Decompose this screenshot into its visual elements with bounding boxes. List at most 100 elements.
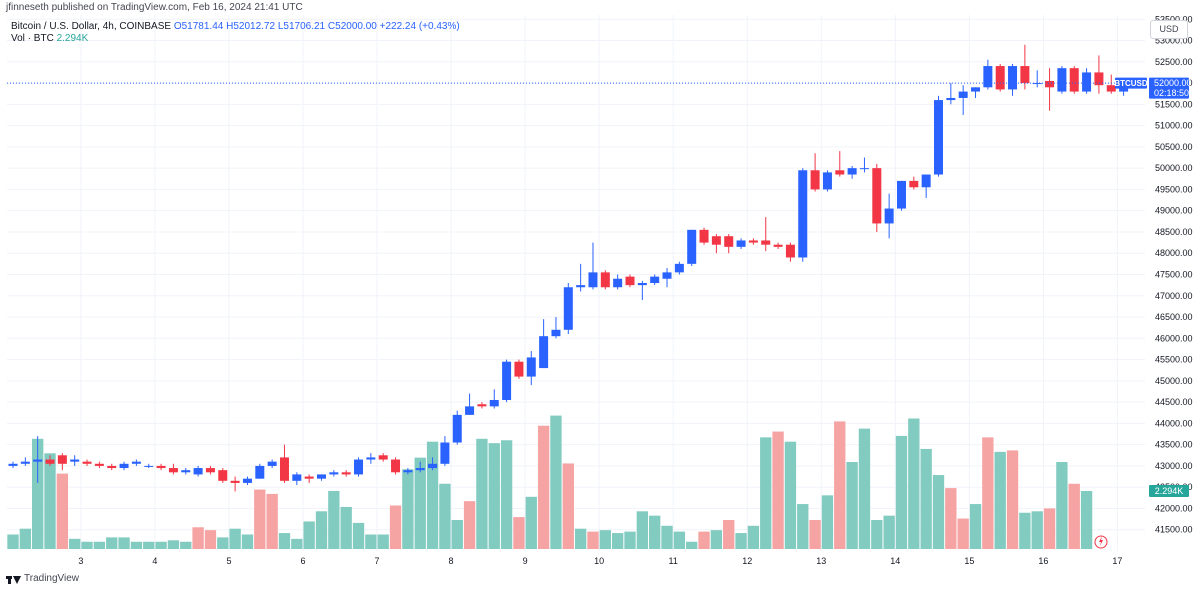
currency-button[interactable]: USD [1150,20,1188,39]
candle-body [662,272,672,279]
price-tick-label: 43000.00 [1155,461,1193,471]
volume-label[interactable]: Vol · BTC [11,33,54,44]
candle-body [391,459,401,473]
volume-bar [1068,483,1080,549]
volume-bar [439,483,451,549]
volume-bar [81,541,93,549]
volume-bar [56,473,69,549]
price-tick-label: 51000.00 [1155,121,1193,131]
candle-body [1008,66,1018,90]
volume-bar [7,534,19,549]
volume-bar [747,525,760,549]
volume-bar [969,504,982,549]
volume-bar [155,541,167,549]
candle-body [810,170,820,190]
volume-bar [920,448,932,549]
price-tick-label: 41500.00 [1155,525,1193,535]
symbol-tag-bg [1115,77,1147,89]
volume-bar [846,462,858,549]
candle-body [267,461,277,466]
candle-body [1057,68,1067,92]
candle-body [502,361,512,400]
volume-value: 2.294K [56,33,89,44]
tradingview-logo-icon [6,574,21,584]
volume-bar [723,520,735,549]
candle-body [514,361,524,377]
volume-bar [661,525,673,549]
time-tick-label: 8 [449,556,454,566]
candlesticks [8,44,1129,492]
volume-bar [957,518,969,549]
candle-body [107,465,117,469]
volume-bar [1056,462,1068,549]
volume-bar [365,534,377,549]
volume-bar [303,521,315,549]
time-tick-label: 15 [964,556,974,566]
price-tick-label: 46500.00 [1155,312,1193,322]
price-tick-label: 48500.00 [1155,227,1193,237]
candle-body [255,465,265,479]
volume-bar [1080,491,1093,549]
symbol-name[interactable]: Bitcoin / U.S. Dollar, 4h, COINBASE [11,21,172,32]
open-value: O51781.44 [173,21,224,32]
time-tick-label: 11 [669,556,678,566]
candle-body [292,474,302,481]
volume-bar [624,531,636,549]
volume-bar [895,435,908,549]
time-tick-label: 3 [78,556,83,566]
candle-body [835,170,845,175]
candle-body [526,357,536,377]
volume-bar [945,488,957,549]
time-axis[interactable]: 3 4 5 6 7 8 9 10 11 12 13 14 15 16 17 [7,556,1145,566]
candle-body [773,244,783,247]
candle-body [354,459,364,475]
candle-body [20,461,30,464]
candle-body [329,472,339,475]
price-tick-label: 51500.00 [1155,99,1193,109]
candle-body [193,468,203,475]
tradingview-brand[interactable]: TradingView [6,573,79,584]
price-tick-label: 46000.00 [1155,333,1193,343]
volume-bar [93,541,106,549]
candle-body [613,278,623,288]
price-tick-label: 49500.00 [1155,184,1193,194]
time-tick-label: 17 [1112,556,1122,566]
volume-bar [649,515,661,549]
price-tick-label: 53000.00 [1155,36,1193,46]
candle-body [279,457,289,481]
candle-body [588,272,598,288]
candle-body [1032,83,1042,85]
volume-bar [797,504,809,549]
price-tick-label: 44000.00 [1155,418,1193,428]
candle-body [317,474,326,479]
volume-bar [180,541,192,549]
price-tick-label: 52500.00 [1155,57,1193,67]
volume-bar [389,505,402,549]
candle-body [366,457,376,460]
volume-bar [735,533,747,549]
time-tick-label: 10 [594,556,604,566]
volume-tag: 2.294K [1155,486,1184,496]
price-tick-label: 53500.00 [1155,14,1193,24]
candle-body [822,172,832,190]
candle-body [304,476,314,479]
volume-bar [611,533,624,549]
candle-body [1106,85,1116,92]
volume-bar [686,541,698,549]
candle-body [33,459,43,462]
candle-body [428,463,438,469]
time-tick-label: 7 [375,556,380,566]
volume-legend: Vol · BTC 2.294K [11,33,88,44]
volume-bar [908,418,920,549]
volume-bar [266,493,278,549]
volume-bar [352,522,365,549]
price-tick-label: 47000.00 [1155,291,1193,301]
candle-body [896,180,906,209]
volume-bar [809,520,821,549]
volume-bar [1043,508,1056,549]
price-tick-label: 50500.00 [1155,142,1193,152]
candle-body [748,240,758,243]
time-tick-label: 5 [226,556,231,566]
candle-body [57,455,67,464]
